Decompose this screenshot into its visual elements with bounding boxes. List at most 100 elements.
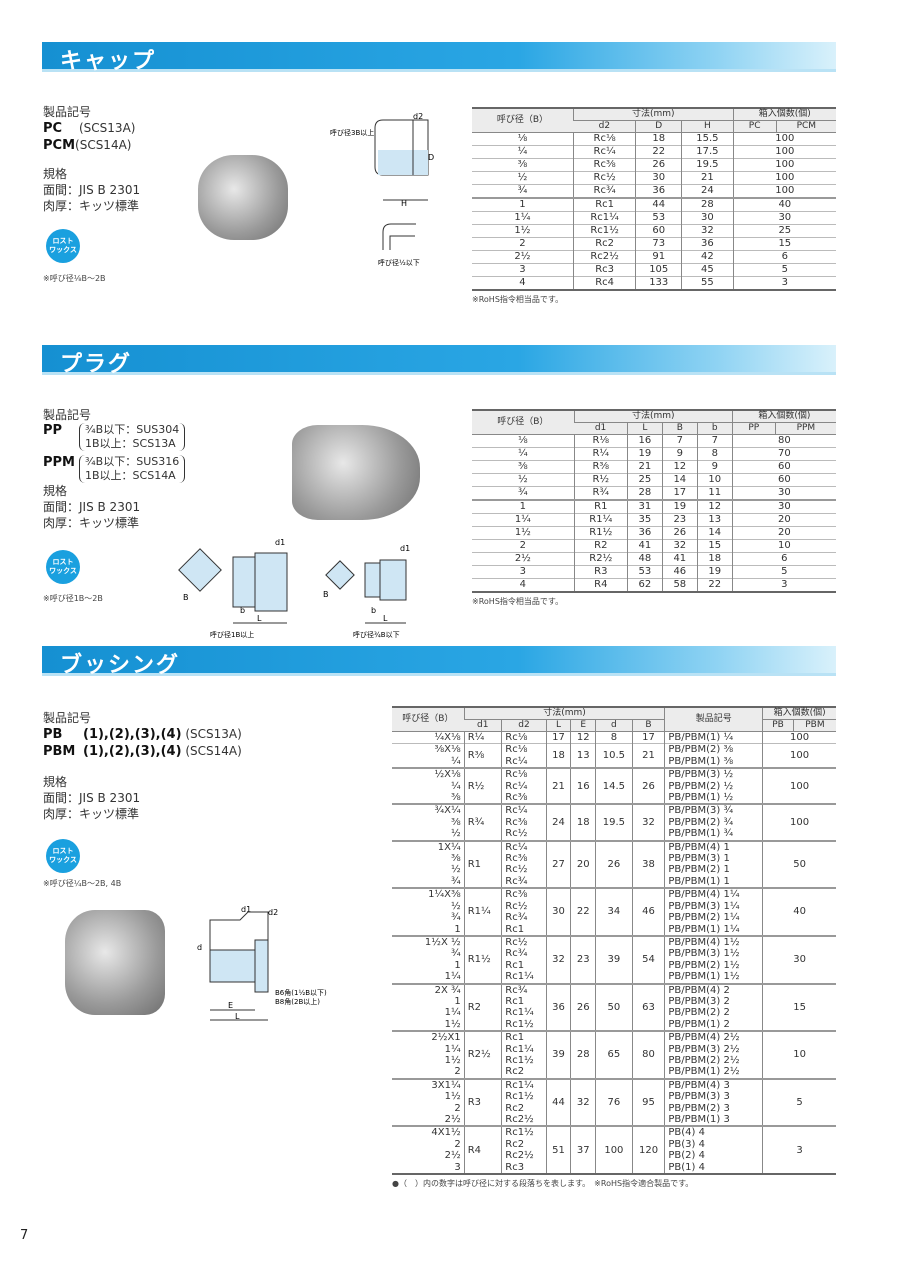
cell: 25 [732, 224, 836, 238]
cell-L: 51 [545, 1126, 571, 1175]
table-row: 1 R1 31 19 12 30 [472, 500, 836, 514]
cell-B: 21 [631, 743, 665, 769]
cell-line: Rc1½ [505, 1091, 534, 1103]
cell-d1: R1¼ [463, 888, 502, 936]
code-line: PC (SCS13A) [43, 120, 140, 137]
cell: 60 [635, 224, 682, 238]
header-col: B [661, 422, 698, 435]
header-col: d1 [574, 422, 628, 435]
cell: Rc½ [572, 171, 636, 185]
header-code: 製品記号 [664, 706, 763, 732]
cell: 9 [661, 447, 698, 461]
cell-d2: Rc1¼ Rc1½ Rc2 Rc2½ [501, 1078, 547, 1127]
cell-line: ⅜ [450, 816, 461, 828]
d-label: d [197, 943, 202, 952]
L-label: L [383, 614, 388, 623]
cell-d1: R1½ [463, 935, 502, 984]
cell-qty: 3 [762, 1126, 836, 1175]
cell: ⅜ [517, 159, 528, 170]
badge-text: ワックス [49, 246, 77, 254]
cell-codes: PB/PBM(4) 3 PB/PBM(3) 3 PB/PBM(2) 3 PB/PBM(… [664, 1078, 763, 1127]
d1-label: d1 [275, 538, 285, 547]
cell: 3 [519, 264, 526, 275]
cell: ¼ [517, 146, 528, 157]
cell-d1: R1 [463, 840, 502, 889]
table-row-group: 1½X ½ ¾ 1 1¼ R1½ Rc½ Rc¾ Rc1 Rc1¼ 32 23 39 54 PB/PBM(… [392, 935, 836, 984]
table-row: 4 R4 62 58 22 3 [472, 578, 836, 592]
cell-line: Rc½ [505, 828, 528, 840]
d2-label: d2 [413, 112, 423, 121]
cell: 41 [661, 552, 698, 566]
cell: R½ [573, 473, 628, 487]
material: (SCS14A) [185, 744, 242, 758]
table-row: 1½ Rc1½ 60 32 25 [472, 224, 836, 238]
cell: 6 [732, 250, 836, 264]
cell-L: 39 [545, 1031, 571, 1079]
cell-line: PB/PBM(1) 3 [668, 1114, 730, 1125]
cell: 2 [519, 238, 526, 249]
cell-line: PB/PBM(1) 1½ [668, 971, 740, 983]
cell: 32 [681, 224, 734, 238]
section-header-cap: キャップ [42, 42, 836, 74]
cell-line: Rc¾ [505, 875, 528, 887]
cell: 2 [519, 540, 527, 551]
cell-d: 26 [595, 840, 633, 889]
table-row: ¼ Rc¼ 22 17.5 100 [472, 145, 836, 159]
table-row: 2½ R2½ 48 41 18 6 [472, 552, 836, 566]
cell-line: PB/PBM(1) ¼ [668, 732, 734, 743]
cell-line: PB/PBM(1) 1 [668, 875, 730, 887]
cell-E: 32 [570, 1078, 596, 1127]
table-row: ⅛ Rc⅛ 18 15.5 100 [472, 132, 836, 146]
cell: 18 [635, 132, 682, 146]
cell: R1½ [573, 526, 628, 540]
cell: 30 [731, 500, 836, 514]
table-row-group: ⅜X⅛ ¼ R⅜ Rc⅛ Rc¼ 18 13 10.5 21 PB/PBM(2) ⅜ PB/PBM(… [392, 743, 836, 769]
cell: 3 [731, 578, 836, 592]
cell-codes: PB/PBM(1) ¼ [664, 731, 763, 744]
cell: ¾ [518, 487, 528, 498]
cell-d: 8 [595, 731, 633, 744]
cell-line: PB/PBM(3) ¾ [668, 805, 734, 817]
cell: 91 [635, 250, 682, 264]
cell: 60 [731, 473, 836, 487]
code: PC [43, 121, 63, 136]
cell-d1: R2½ [463, 1031, 502, 1079]
code: PPM [43, 455, 75, 470]
cell-line: 1 [454, 995, 461, 1007]
rohs-note: ※RoHS指令相当品です。 [472, 295, 564, 304]
cell-line: PB/PBM(3) 1½ [668, 948, 740, 960]
spec-wall: 肉厚：キッツ標準 [43, 807, 140, 821]
table-row: ⅜ R⅜ 21 12 9 60 [472, 460, 836, 474]
table-row: 4 Rc4 133 55 3 [472, 276, 836, 290]
cell-line: PB/PBM(1) ¾ [668, 828, 734, 840]
cell-line: 1 [454, 923, 461, 935]
cell-qty: 15 [762, 983, 836, 1032]
cell-codes: PB/PBM(4) 1¼ PB/PBM(3) 1¼ PB/PBM(2) 1¼ PB/P… [664, 888, 763, 936]
cell-line: Rc1¼ [505, 971, 534, 983]
table-row-group: ½X⅛ ¼ ⅜ R½ Rc⅛ Rc¼ Rc⅜ 21 16 14.5 26 PB/PBM(3) ½ PB/… [392, 768, 836, 805]
code: PBM [43, 744, 76, 759]
cell-codes: PB/PBM(4) 1½ PB/PBM(3) 1½ PB/PBM(2) 1½ PB/P… [664, 935, 763, 984]
table-row-group: 2X ¾ 1 1¼ 1½ R2 Rc¾ Rc1 Rc1¼ Rc1½ 36 26 50 63 PB/PBM(… [392, 983, 836, 1032]
cell: 12 [696, 500, 733, 514]
cell-line: PB/PBM(2) ¾ [668, 816, 734, 828]
cell: 55 [681, 276, 734, 290]
cell: 62 [626, 578, 663, 592]
cell: R¾ [573, 486, 628, 500]
cell: 80 [731, 434, 836, 448]
header-qty: 箱入個数(個) [762, 706, 836, 720]
cell-line: PB/PBM(3) ½ [668, 769, 734, 781]
table-row: 1 Rc1 44 28 40 [472, 198, 836, 212]
cell-qty: 50 [762, 840, 836, 889]
cell-L: 24 [545, 804, 571, 841]
spec-label: 規格 [43, 484, 68, 498]
code-label: 製品記号 [43, 408, 92, 422]
cell-d: 65 [595, 1031, 633, 1079]
cell: R1¼ [573, 513, 628, 527]
cell: 4 [519, 277, 526, 288]
code-line: PB (1),(2),(3),(4) (SCS13A) [43, 726, 242, 743]
header-col: d [595, 719, 633, 732]
table-row-group: 1¼X⅜ ½ ¾ 1 R1¼ Rc⅜ Rc½ Rc¾ Rc1 30 22 34 46 PB/PBM(4) … [392, 888, 836, 936]
cell-line: Rc⅜ [505, 816, 528, 828]
cell: 14 [661, 473, 698, 487]
